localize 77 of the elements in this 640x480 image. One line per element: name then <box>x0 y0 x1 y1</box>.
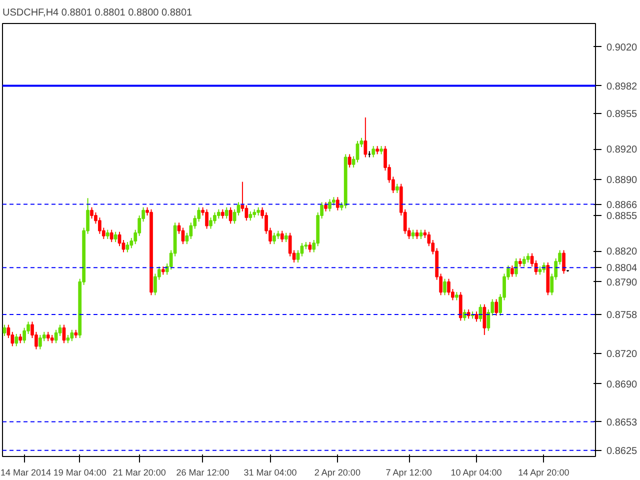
x-tick-label: 14 Apr 20:00 <box>518 468 570 478</box>
candlestick <box>458 292 462 322</box>
candlestick <box>324 202 328 212</box>
candlestick <box>510 265 514 278</box>
ref-line-label: 0.8625 <box>606 446 638 457</box>
candlestick <box>300 242 304 257</box>
chart-title: USDCHF,H4 0.8801 0.8801 0.8800 0.8801 <box>2 8 193 18</box>
y-tick-label: 0.8955 <box>606 108 638 120</box>
candlestick <box>462 308 466 322</box>
candlestick <box>18 333 22 344</box>
candlestick <box>244 204 248 222</box>
y-tick-label: 0.8855 <box>606 210 638 222</box>
candlestick <box>106 229 110 240</box>
y-tick-label: 0.8920 <box>606 144 638 156</box>
y-tick-label: 0.8690 <box>606 379 638 390</box>
candlestick <box>562 250 566 274</box>
candlestick <box>514 258 518 278</box>
candlestick <box>114 231 118 243</box>
candlestick <box>272 232 276 245</box>
candlestick <box>46 331 50 342</box>
candlestick <box>419 229 423 240</box>
candlestick <box>216 208 220 220</box>
x-tick-label: 7 Apr 12:00 <box>386 468 432 478</box>
candlestick <box>308 242 312 253</box>
y-tick-label: 0.8720 <box>606 348 638 360</box>
candlestick <box>228 206 232 224</box>
candlestick <box>364 116 368 158</box>
candlestick <box>54 329 58 344</box>
candlestick <box>443 278 446 296</box>
x-tick-label: 19 Mar 04:00 <box>53 468 106 478</box>
candlestick <box>494 298 498 316</box>
candlestick <box>118 231 122 247</box>
candlestick <box>2 324 6 336</box>
candlestick <box>522 256 526 268</box>
ref-line-label: 0.8982 <box>606 81 638 92</box>
candlestick <box>395 183 399 194</box>
ref-line-label: 0.8653 <box>606 417 638 428</box>
y-tick-label: 0.8790 <box>606 277 638 288</box>
candlestick <box>38 334 42 350</box>
x-tick-label: 26 Mar 12:00 <box>176 468 230 478</box>
candlestick <box>224 206 228 220</box>
candlestick <box>482 304 486 336</box>
x-tick-label: 14 Mar 2014 <box>0 468 52 478</box>
candlestick <box>415 229 419 240</box>
candlestick <box>90 206 94 220</box>
candlestick <box>70 329 74 342</box>
candlestick <box>296 250 300 263</box>
candlestick <box>126 242 130 253</box>
candlestick <box>22 327 26 344</box>
candlestick <box>205 208 208 230</box>
ref-line-label: 0.8758 <box>606 310 638 322</box>
candlestick <box>466 308 470 320</box>
candlestick <box>372 146 376 158</box>
candlestick <box>284 232 288 243</box>
y-tick-label: 0.8890 <box>606 175 638 186</box>
x-tick-label: 10 Apr 04:00 <box>450 468 502 478</box>
y-tick-label: 0.9020 <box>606 42 638 54</box>
y-tick-label: 0.8820 <box>606 246 638 258</box>
candlestick <box>110 229 114 243</box>
candlestick <box>58 324 62 336</box>
candlestick <box>232 208 236 224</box>
candlestick <box>356 140 360 163</box>
candlestick <box>411 229 415 240</box>
candlestick <box>248 210 252 222</box>
ref-line-label: 0.8866 <box>606 200 638 211</box>
x-tick-label: 2 Apr 20:00 <box>314 468 360 478</box>
candlestick <box>220 208 224 220</box>
candlestick <box>280 230 284 243</box>
candlestick <box>526 252 530 263</box>
x-tick-label: 21 Mar 20:00 <box>112 468 166 478</box>
x-tick-label: 31 Mar 04:00 <box>244 468 297 478</box>
candlestick <box>328 198 332 212</box>
candlestick <box>14 333 18 347</box>
candlestick <box>348 154 352 168</box>
ref-line-label: 0.8804 <box>606 263 638 274</box>
candlestick <box>213 212 216 224</box>
candlestick <box>336 196 340 211</box>
